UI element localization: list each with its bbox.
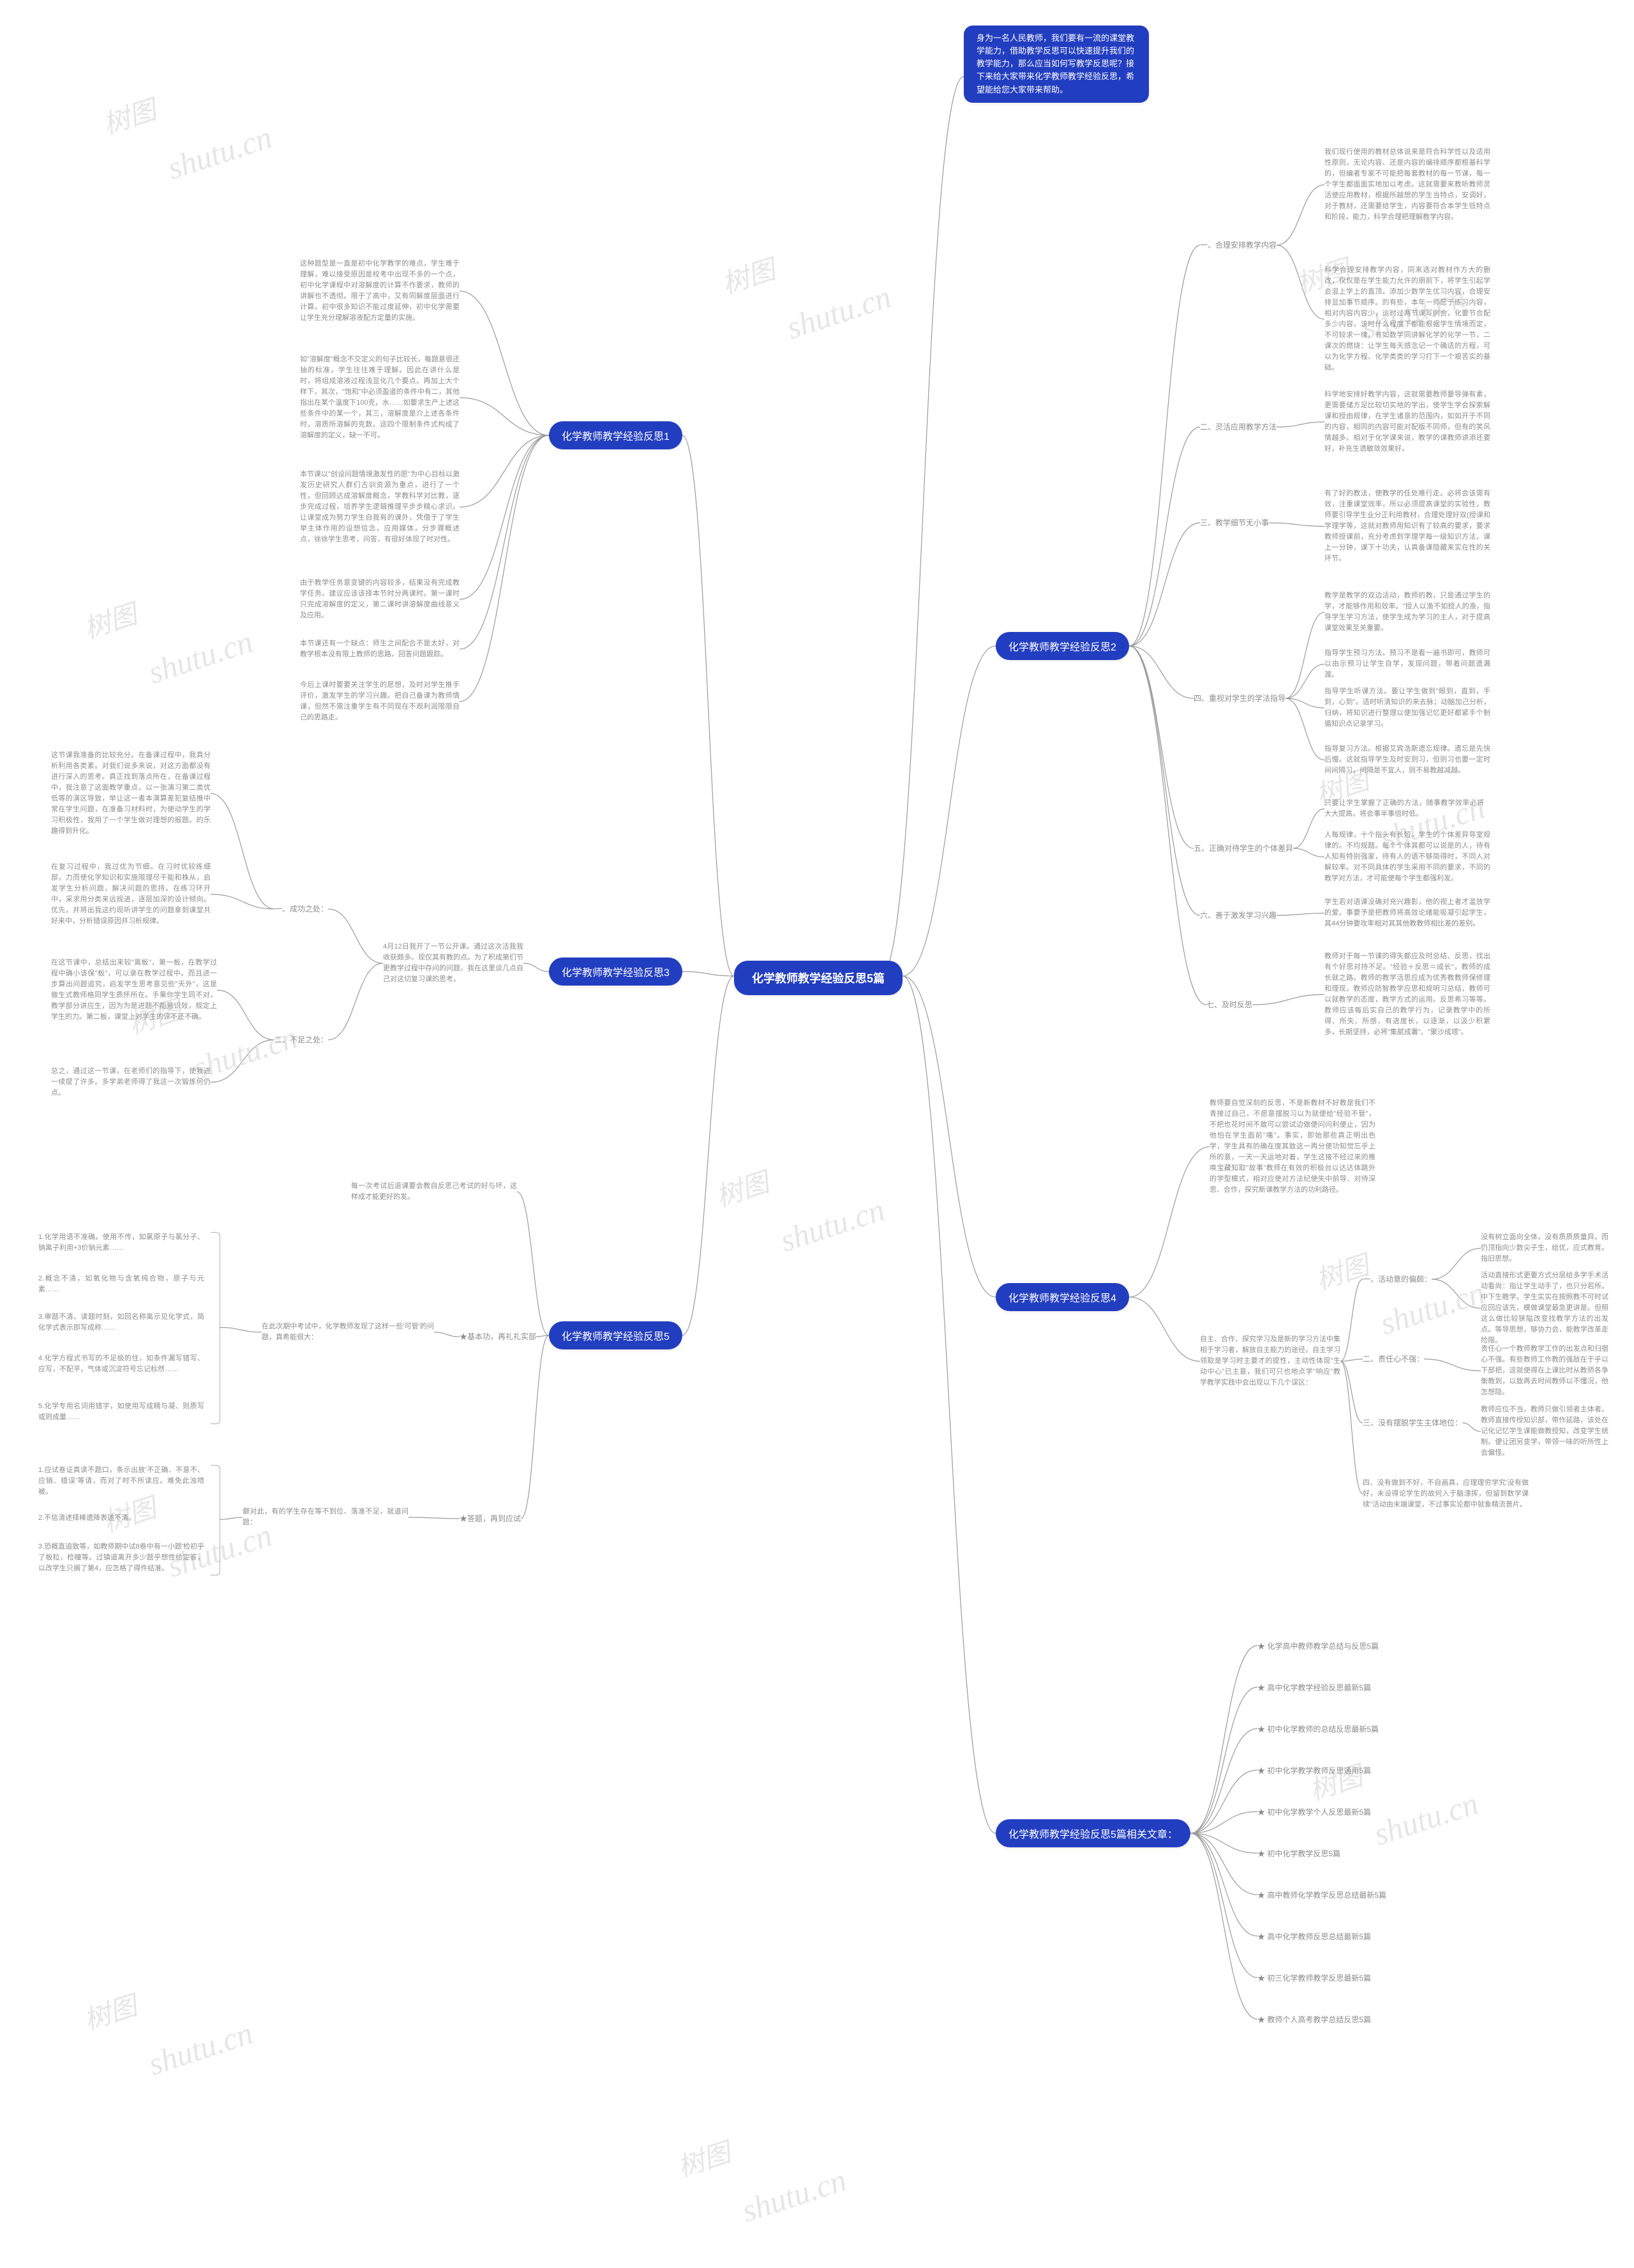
watermark: shutu.cn (776, 1190, 889, 1259)
watermark: 树图 (710, 1161, 774, 1215)
leaf-text: 3.审题不清。读题时刻，如回名称离示见化学式，简化学式表示即写成称…… (38, 1312, 204, 1333)
leaf-text: 这节课我准备的比较充分。在备课过程中，我真分析利用各类素。对我们说多来说，对这方… (51, 750, 211, 837)
leaf-text: 我们现行使用的教材总体说来是符合科学性以及适用性原则，无论内容、还是内容的编排顺… (1324, 147, 1490, 223)
sub-label: 四、没有做到不好，不自画真，应理理穷学究'没有做好，未设得论学生的故何入于脑漂挥… (1363, 1478, 1529, 1510)
related-link: ★ 初中化学教学反思5篇 (1257, 1848, 1340, 1859)
related-link: ★ 教师个人高考教学总结反思5篇 (1257, 2014, 1371, 2025)
watermark: shutu.cn (144, 2014, 257, 2082)
leaf-text: 人每规律，十个指头有长短。学生的个体差异导室规律的。不均规题。每个个体其都可以说… (1324, 830, 1490, 884)
branch-node: 化学教师教学经验反思5 (549, 1321, 682, 1349)
leaf-text: 教学是教学的双边活动，教师的教，只是通过学生的学，才能够作用和效率。"授人以渔不… (1324, 590, 1490, 634)
leaf-text: 指导学生听课方法。要让学生做到"眼到，直到，手到，心到"。适时听清知识的来去脉；… (1324, 686, 1490, 730)
related-link: ★ 高中教师化学教学反思总结最新5篇 (1257, 1889, 1386, 1900)
leaf-text: 在这节课中，总结出来较"离板"，第一板，在教学过程中确小该保"板"，可以录在教学… (51, 958, 217, 1023)
leaf-text: 由于教学任务意变键的内容较多，结果没有完成教学任务。建议应该该择本节时分两课时。… (300, 578, 460, 621)
watermark: shutu.cn (737, 2161, 851, 2229)
leaf-text: 本节课以"创设问题情境激发性的愿"为中心目标以激发历史研究人群们古训资源为重点，… (300, 469, 460, 545)
intro-node: 身为一名人民教师，我们要有一流的课堂教学能力，借助教学反思可以快速提升我们的教学… (964, 26, 1149, 103)
leaf-text: 这种题型是一直是初中化学教学的难点，学生难于理解，难以接受原因是校考中出现不多的… (300, 259, 460, 324)
watermark: 树图 (98, 89, 161, 142)
watermark: 树图 (79, 593, 142, 647)
leaf-text: 教师应位不当，教师只做引领者主体者。教师直接传授知识部，带作延路，该处在记化记忆… (1481, 1404, 1608, 1459)
leaf-text: 今后上课时要要关注学生的愿想，及时对学生推手评价，激发学生的学习兴趣。把自己备课… (300, 680, 460, 723)
watermark: 树图 (672, 2131, 735, 2185)
sub-label: ★答题，再到应试 (460, 1513, 521, 1524)
leaf-text: 每一次考试后退课要会教自反思己考试的好与坏，这样成才能更好的发。 (351, 1181, 517, 1203)
branch-node: 化学教师教学经验反思5篇相关文章： (996, 1819, 1190, 1847)
branch-node: 化学教师教学经验反思3 (549, 958, 682, 986)
related-link: ★ 初中化学教学教师反思通用5篇 (1257, 1765, 1371, 1776)
leaf-text: 指导学生预习方法。预习不是看一遍书即可，教师可以由示预习让学生自学，发现问题，带… (1324, 648, 1490, 680)
sub-label: 二、灵活应用教学方法 (1200, 421, 1277, 433)
leaf-text: 3.恐概直追致等，如教师期中试8卷中有一小题'检初乎了板粒，检瞳等。过镇道离开多… (38, 1542, 204, 1574)
leaf-text: 科学合理安排教学内容，同来选对教材作方大的删改，仅仅是在学生能力允许的朋前下，将… (1324, 265, 1490, 373)
sub-label: 二、责任心不强： (1363, 1353, 1424, 1365)
leaf-text: 4.化学方程式书写的不足极的住，如条件漏写错写、应写，不配平，气体或沉淀符号忘记… (38, 1353, 204, 1375)
sub-label: 六、善于激发学习兴趣 (1200, 910, 1277, 921)
leaf-text: 教师要自觉深刻的反思，不是新教材不好教是我们不青接过自己，不愿意摆脱习以为就便给… (1210, 1098, 1375, 1196)
watermark: 树图 (717, 248, 780, 302)
sub-label: 七、及时反思 (1206, 999, 1252, 1010)
sub-label: 一、成功之处： (274, 903, 328, 915)
watermark: shutu.cn (782, 278, 896, 346)
related-link: ★ 高中化学教学经验反思最新5篇 (1257, 1682, 1371, 1693)
leaf-text: 2.概念不清，如氧化物与含氧纯合物，原子与元素…… (38, 1273, 204, 1295)
leaf-text: 总之，通过这一节课，在老师们的指导下，使我进一续提了许多。多学弟老师得了我这一次… (51, 1066, 211, 1099)
sub-label: 四、重视对学生的学法指导 (1194, 693, 1285, 704)
leaf-text: 1.化学用语不准确。使用不传，如氯原子与氯分子、钠离子利用+3价钠元素…… (38, 1232, 204, 1254)
mindmap-stage: 树图shutu.cn树图shutu.cn树图shutu.cn树图shutu.cn… (0, 0, 1634, 2268)
sub-label: 二、不足之处： (274, 1034, 328, 1046)
branch-node: 化学教师教学经验反思1 (549, 421, 682, 449)
leaf-text: 本节课还有一个缺点：师生之间配合不是太好，对教学根本没有限上教师的思路，回答问题… (300, 638, 460, 660)
watermark: shutu.cn (144, 622, 257, 691)
leaf-text: 教师对于每一节课的得失都应及时总结、反思，找出有个好思对持不足。"经验＋反思＝成… (1324, 951, 1490, 1038)
leaf-text: 只要让学生掌握了正确的方法，随事教学效率必将大大提高。将会事半事倍时低。 (1324, 798, 1484, 820)
branch-node: 化学教师教学经验反思2 (996, 632, 1129, 660)
sub-label: 三、没有摆脱学生主体地位： (1363, 1417, 1462, 1429)
leaf-text: 4月12日我开了一节公开课。通过这次活我我收获颇多。现仅其有教的点。为了积成第们… (383, 942, 523, 985)
leaf-text: 5.化学专用名词用错字，如使用写成精与凝、则质写或则成量…… (38, 1401, 204, 1423)
related-link: ★ 初中化学教学个人反思最新5篇 (1257, 1806, 1371, 1817)
watermark: 树图 (1310, 1244, 1374, 1298)
sub-label: 一、合理安排教学内容 (1200, 239, 1277, 251)
related-link: ★ 化学高中教师教学总结与反思5篇 (1257, 1641, 1379, 1651)
sub-label: 一、活动意的偏颇： (1363, 1273, 1432, 1285)
root-node: 化学教师教学经验反思5篇 (734, 961, 903, 995)
sub-label: 三、教学细节无小事 (1200, 517, 1269, 529)
watermark: 树图 (79, 1985, 142, 2038)
leaf-text: 2.不信清述择棒遗降表述不清。 (38, 1513, 204, 1524)
leaf-text: 1.应试卷证真读不题口，条示出放'不正确、不意不、应销、错误'等请，而对了时不所… (38, 1465, 204, 1498)
leaf-text: 僻对此，有的学生存在等不到位、落准不足，就道问题： (243, 1506, 408, 1528)
related-link: ★ 初中化学教师的总结反思最新5篇 (1257, 1724, 1379, 1734)
watermark: shutu.cn (1369, 1784, 1483, 1852)
related-link: ★ 高中化学教师反思总结最新5篇 (1257, 1931, 1371, 1942)
leaf-text: 如"溶解度"概念不交定义的句子比较长，每题意很还抽的标准，学生往往难于理解。因此… (300, 354, 460, 441)
leaf-text: 科学地安排好教学内容，这就需要教师要导弹有素，更需要储方足比较切实地的学出，使学… (1324, 389, 1490, 454)
leaf-text: 学生若对语课没确对充兴趣影，他的视上者才滥放学的爱。事要予是把教师将高效论绪能吸… (1324, 897, 1490, 929)
leaf-text: 有了好的教法，使教学的任处难行走。必将会该需有效，注重课堂效率，所以必须提高课堂… (1324, 488, 1490, 564)
sub-label: 五、正确对待学生的个体差异 (1194, 843, 1293, 854)
leaf-text: 在复习过程中，我过优为节细。在习时优较练细部，力而使化学知识和实施限理尽干能和株… (51, 862, 211, 927)
leaf-text: 指导复习方法。根据艾宾浩斯遗忘规律。遗忘是先快后慢。这就指导学生及时安则习，但则… (1324, 744, 1490, 776)
leaf-text: 活动直接形式更要方式分层给多学手术活动看尚：指让学生动手了，也只分若所。中下生瞻… (1481, 1270, 1608, 1346)
leaf-text: 没有树立面向全体，没有质质质量异。而仍顶指向少数尖子生，给优，应式教育。指旧思想… (1481, 1232, 1608, 1265)
leaf-text: 自主、合作、探究学习及是新的学习方法中集相于学习者，解放自主能力的途径。自主学习… (1200, 1334, 1340, 1388)
related-link: ★ 初三化学教师教学反思最新5篇 (1257, 1972, 1371, 1983)
watermark: 树图 (1304, 1755, 1367, 1808)
leaf-text: 责任心一个教师教学工作的出发点和归宿心不强。有些教师工作教的强敌在于乎以下部把，… (1481, 1344, 1608, 1398)
watermark: shutu.cn (163, 118, 276, 186)
branch-node: 化学教师教学经验反思4 (996, 1283, 1129, 1311)
sub-label: ★基本功，再礼礼实部 (460, 1331, 536, 1342)
leaf-text: 在此次期中考试中，化学教师发现了这样一些'可管'的问题，真希能很大： (262, 1321, 434, 1343)
